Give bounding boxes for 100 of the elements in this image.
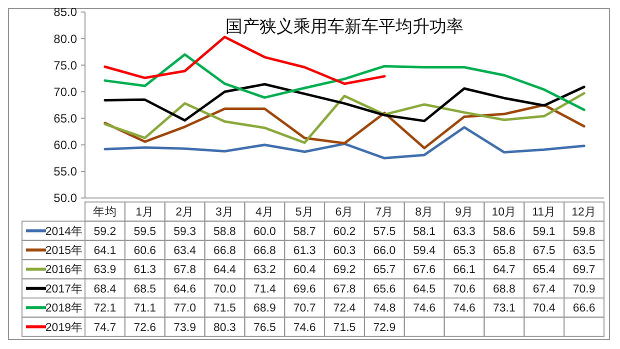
data-label: 59.5 xyxy=(134,226,156,238)
data-label: 73.9 xyxy=(174,322,196,334)
data-label: 66.8 xyxy=(253,245,276,258)
y-tick-label: 55.0 xyxy=(54,164,78,179)
data-label: 68.8 xyxy=(492,283,516,296)
data-label: 80.3 xyxy=(214,322,236,334)
x-tick-label: 12月 xyxy=(572,206,596,219)
y-tick-label: 85.0 xyxy=(54,5,78,20)
data-label: 61.3 xyxy=(293,245,316,258)
data-label: 64.4 xyxy=(214,264,237,276)
legend-label: 2014年 xyxy=(45,224,83,238)
data-label: 71.5 xyxy=(333,322,356,334)
x-tick-label: 9月 xyxy=(455,206,474,219)
x-tick-label: 11月 xyxy=(532,206,556,219)
data-label: 66.0 xyxy=(373,245,396,258)
data-label: 72.4 xyxy=(333,302,356,315)
data-label: 73.1 xyxy=(492,302,516,315)
data-label: 76.5 xyxy=(253,322,276,334)
data-label: 67.8 xyxy=(333,283,356,296)
data-label: 70.7 xyxy=(293,302,316,315)
data-label: 58.8 xyxy=(214,226,236,238)
x-tick-label: 3月 xyxy=(216,206,234,219)
legend-label: 2017年 xyxy=(45,282,83,296)
legend-label: 2018年 xyxy=(45,302,83,315)
line-series xyxy=(104,36,386,85)
data-label: 72.6 xyxy=(134,322,156,334)
x-tick-label: 年均 xyxy=(92,206,117,219)
legend-label: 2019年 xyxy=(45,320,83,334)
data-label: 74.6 xyxy=(293,322,316,334)
data-label: 66.1 xyxy=(453,264,476,276)
data-label: 65.6 xyxy=(373,283,396,296)
line-series xyxy=(104,83,586,122)
data-label: 65.7 xyxy=(373,264,396,276)
data-label: 67.5 xyxy=(532,245,556,258)
data-label: 67.4 xyxy=(532,283,556,296)
line-series xyxy=(104,126,586,160)
data-label: 74.8 xyxy=(373,302,396,315)
data-label: 63.5 xyxy=(572,245,596,258)
data-label: 61.3 xyxy=(134,264,156,276)
data-label: 60.6 xyxy=(134,245,156,258)
data-label: 74.6 xyxy=(453,302,476,315)
data-label: 59.2 xyxy=(94,226,116,238)
data-label: 70.4 xyxy=(532,302,556,315)
data-label: 77.0 xyxy=(174,302,196,315)
data-label: 59.1 xyxy=(532,226,556,238)
data-label: 67.8 xyxy=(174,264,196,276)
line-series xyxy=(104,92,586,144)
data-label: 63.4 xyxy=(174,245,197,258)
data-label: 64.1 xyxy=(94,245,116,258)
data-label: 64.7 xyxy=(492,264,516,276)
data-label: 60.3 xyxy=(333,245,356,258)
legend-label: 2016年 xyxy=(45,263,83,276)
data-label: 65.8 xyxy=(492,245,516,258)
data-label: 63.2 xyxy=(253,264,276,276)
data-label: 59.8 xyxy=(572,226,596,238)
data-label: 64.6 xyxy=(174,283,196,296)
y-tick-label: 80.0 xyxy=(54,32,78,46)
x-tick-label: 5月 xyxy=(295,206,314,219)
x-tick-label: 7月 xyxy=(375,206,394,219)
data-label: 58.6 xyxy=(492,226,516,238)
data-label: 60.2 xyxy=(333,226,356,238)
x-tick-label: 2月 xyxy=(176,206,194,219)
data-label: 64.5 xyxy=(413,283,436,296)
data-label: 58.7 xyxy=(293,226,316,238)
data-label: 68.9 xyxy=(253,302,276,315)
data-label: 69.7 xyxy=(572,264,596,276)
data-label: 58.1 xyxy=(413,226,436,238)
y-tick-label: 60.0 xyxy=(54,138,78,152)
chart-title: 国产狭义乘用车新车平均升功率 xyxy=(226,17,464,37)
data-label: 67.6 xyxy=(413,264,436,276)
data-label: 66.8 xyxy=(214,245,236,258)
data-label: 68.4 xyxy=(94,283,117,296)
data-label: 65.4 xyxy=(532,264,556,276)
data-label: 71.5 xyxy=(214,302,236,315)
x-tick-label: 1月 xyxy=(136,206,154,219)
data-label: 59.4 xyxy=(413,245,436,258)
legend-label: 2015年 xyxy=(45,244,83,258)
data-label: 70.9 xyxy=(572,283,596,296)
data-label: 59.3 xyxy=(174,226,196,238)
y-tick-label: 50.0 xyxy=(54,191,78,206)
y-tick-label: 75.0 xyxy=(54,58,78,72)
x-tick-label: 10月 xyxy=(492,206,517,219)
data-label: 72.9 xyxy=(373,322,396,334)
data-label: 60.4 xyxy=(293,264,316,276)
data-label: 71.4 xyxy=(253,283,276,296)
data-label: 57.5 xyxy=(373,226,396,238)
data-label: 74.6 xyxy=(413,302,436,315)
data-label: 69.6 xyxy=(293,283,316,296)
line-series xyxy=(104,53,586,112)
x-tick-label: 6月 xyxy=(335,206,354,219)
x-tick-label: 8月 xyxy=(415,206,434,219)
x-tick-label: 4月 xyxy=(255,206,274,219)
data-label: 70.6 xyxy=(453,283,476,296)
data-label: 70.0 xyxy=(214,283,236,296)
data-label: 69.2 xyxy=(333,264,356,276)
y-tick-label: 65.0 xyxy=(54,111,78,126)
data-label: 60.0 xyxy=(253,226,276,238)
data-label: 68.5 xyxy=(134,283,156,296)
data-label: 74.7 xyxy=(94,322,116,334)
data-label: 72.1 xyxy=(94,302,116,315)
